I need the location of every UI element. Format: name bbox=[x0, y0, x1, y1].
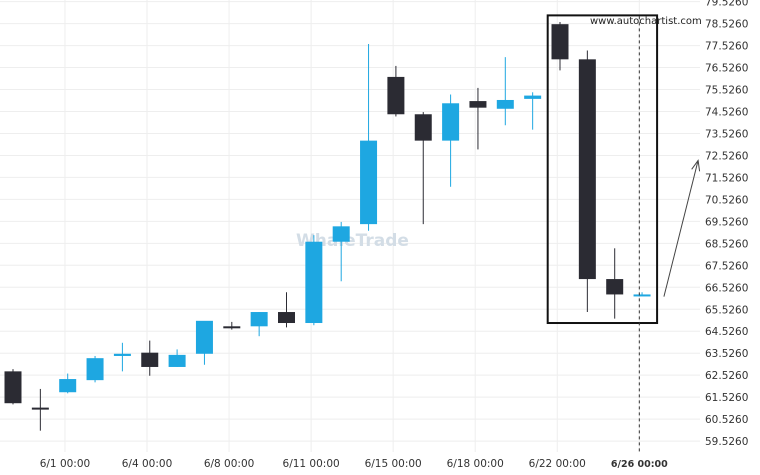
y-tick-label: 60.5260 bbox=[705, 414, 748, 426]
candle-body-down bbox=[387, 76, 405, 115]
y-tick-label: 59.5260 bbox=[705, 436, 748, 448]
candle-body-up bbox=[250, 312, 268, 327]
candle-body-down bbox=[469, 101, 487, 108]
x-axis: 6/1 00:00 6/4 00:00 6/8 00:00 6/11 00:00 6/1… bbox=[40, 458, 668, 470]
candle-body-down bbox=[578, 59, 596, 280]
candle-body-down bbox=[278, 312, 295, 324]
x-tick-label: 6/15 00:00 bbox=[365, 458, 422, 470]
candles bbox=[4, 21, 651, 431]
pattern-overlay bbox=[546, 14, 701, 452]
x-tick-label: 6/8 00:00 bbox=[204, 458, 255, 470]
y-tick-label: 72.5260 bbox=[705, 150, 748, 162]
y-tick-label: 78.5260 bbox=[705, 19, 748, 31]
candle-body-down bbox=[414, 114, 432, 141]
candle-body-up bbox=[633, 294, 651, 297]
candle-body-down bbox=[4, 371, 22, 404]
x-tick-label: 6/22 00:00 bbox=[529, 458, 586, 470]
y-tick-label: 62.5260 bbox=[705, 370, 748, 382]
y-tick-label: 75.5260 bbox=[705, 85, 748, 97]
candle-body-down bbox=[606, 279, 624, 295]
forecast-arrow-line bbox=[663, 160, 699, 297]
candle-body-up bbox=[195, 320, 213, 354]
y-axis: 59.5260 60.5260 61.5260 62.5260 63.5260 64.52… bbox=[705, 0, 748, 448]
candle-body-up bbox=[59, 379, 77, 393]
forecast-arrow-head bbox=[691, 159, 701, 172]
candle-body-up bbox=[86, 358, 104, 381]
x-tick-label: 6/1 00:00 bbox=[40, 458, 91, 470]
pattern-box bbox=[546, 14, 659, 325]
candle-body-up bbox=[360, 140, 378, 225]
candle-body-up bbox=[113, 353, 131, 356]
watermark-text: WhaleTrade bbox=[296, 231, 409, 251]
y-tick-label: 79.5260 bbox=[705, 0, 748, 9]
y-tick-label: 61.5260 bbox=[705, 392, 748, 404]
y-tick-label: 68.5260 bbox=[705, 238, 748, 250]
candle-body-down bbox=[141, 352, 159, 367]
y-tick-label: 74.5260 bbox=[705, 106, 748, 118]
x-tick-label: 6/11 00:00 bbox=[283, 458, 340, 470]
y-tick-label: 66.5260 bbox=[705, 282, 748, 294]
x-tick-label: 6/4 00:00 bbox=[122, 458, 173, 470]
source-label: www.autochartist.com bbox=[590, 16, 702, 27]
candle-body-up bbox=[332, 226, 350, 242]
y-tick-label: 69.5260 bbox=[705, 216, 748, 228]
y-tick-label: 70.5260 bbox=[705, 194, 748, 206]
candle-body-up bbox=[524, 95, 542, 99]
candle-body-up bbox=[496, 99, 514, 109]
y-tick-label: 77.5260 bbox=[705, 41, 748, 53]
x-tick-label: 6/18 00:00 bbox=[447, 458, 504, 470]
y-tick-label: 63.5260 bbox=[705, 348, 748, 360]
x-tick-label: 6/26 00:00 bbox=[611, 459, 668, 470]
candle-body-up bbox=[305, 241, 323, 324]
y-tick-label: 67.5260 bbox=[705, 260, 748, 272]
y-tick-label: 76.5260 bbox=[705, 63, 748, 75]
y-tick-label: 73.5260 bbox=[705, 128, 748, 140]
y-tick-label: 71.5260 bbox=[705, 172, 748, 184]
candle-body-up bbox=[442, 103, 460, 141]
y-tick-label: 64.5260 bbox=[705, 326, 748, 338]
y-tick-label: 65.5260 bbox=[705, 304, 748, 316]
candle-body-down bbox=[31, 407, 49, 410]
candle-body-down bbox=[551, 24, 569, 60]
candle-body-up bbox=[168, 354, 186, 367]
candle-body-down bbox=[223, 326, 241, 329]
